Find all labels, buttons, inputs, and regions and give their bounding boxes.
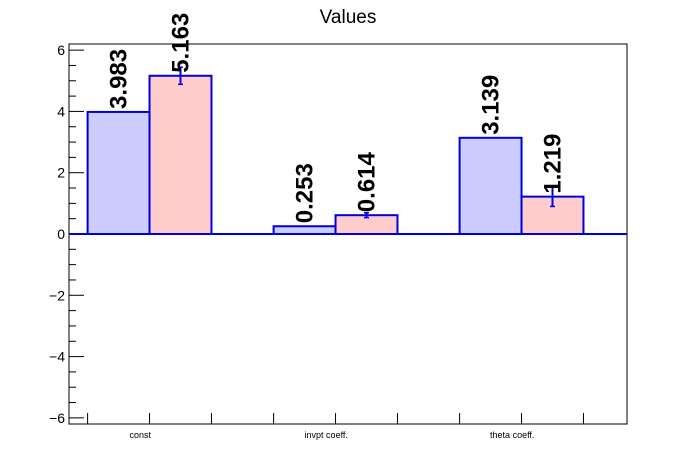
- y-tick-label: −4: [49, 349, 65, 365]
- bar: [272, 225, 337, 236]
- value-label: 0.253: [292, 163, 319, 223]
- value-label: 3.139: [478, 75, 505, 135]
- value-label: 5.163: [168, 13, 195, 73]
- x-category-label: theta coeff.: [490, 430, 534, 440]
- value-label: 3.983: [106, 49, 133, 109]
- x-category-label: invpt coeff.: [305, 430, 348, 440]
- bar: [86, 110, 151, 235]
- bar: [148, 74, 213, 235]
- y-tick-label: −2: [49, 287, 65, 303]
- value-label: 0.614: [354, 151, 381, 212]
- bar: [458, 136, 523, 235]
- y-tick-label: 4: [57, 103, 65, 119]
- y-tick-label: 6: [57, 42, 65, 58]
- y-tick-label: 0: [57, 226, 65, 242]
- value-label: 1.219: [540, 134, 567, 194]
- axis-ticks: −6 −4 −2 0 2 4 6 const invpt coeff. theta coeff.: [49, 42, 628, 440]
- value-labels: 3.983 0.253 3.139 5.163 0.614 1.219: [106, 13, 567, 224]
- y-tick-label: −6: [49, 410, 65, 426]
- y-tick-label: 2: [57, 165, 65, 181]
- x-category-label: const: [129, 430, 151, 440]
- chart-title: Values: [320, 7, 377, 28]
- bars: [69, 66, 627, 236]
